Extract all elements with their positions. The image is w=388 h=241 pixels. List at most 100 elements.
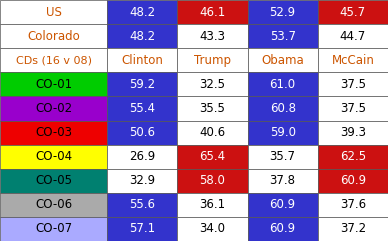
Bar	[107, 48, 177, 72]
Bar	[318, 48, 388, 72]
Text: CDs (16 v 08): CDs (16 v 08)	[16, 55, 92, 65]
Text: 59.2: 59.2	[129, 78, 155, 91]
Text: 48.2: 48.2	[129, 6, 155, 19]
Text: CO-07: CO-07	[35, 222, 72, 235]
Text: 60.8: 60.8	[270, 102, 296, 115]
Bar	[177, 24, 248, 48]
Text: McCain: McCain	[331, 54, 374, 67]
Bar	[177, 217, 248, 241]
Text: 37.5: 37.5	[340, 102, 366, 115]
Bar	[318, 145, 388, 169]
Bar	[0, 217, 107, 241]
Bar	[318, 217, 388, 241]
Bar	[318, 169, 388, 193]
Text: 35.5: 35.5	[199, 102, 225, 115]
Text: 55.6: 55.6	[129, 198, 155, 211]
Text: 43.3: 43.3	[199, 30, 225, 43]
Bar	[177, 0, 248, 24]
Text: 58.0: 58.0	[199, 174, 225, 187]
Text: 55.4: 55.4	[129, 102, 155, 115]
Bar	[0, 24, 107, 48]
Text: Clinton: Clinton	[121, 54, 163, 67]
Bar	[107, 169, 177, 193]
Bar	[177, 145, 248, 169]
Text: 52.9: 52.9	[270, 6, 296, 19]
Bar	[107, 0, 177, 24]
Bar	[318, 72, 388, 96]
Text: 50.6: 50.6	[129, 126, 155, 139]
Bar	[318, 120, 388, 145]
Text: 32.9: 32.9	[129, 174, 155, 187]
Bar	[0, 48, 107, 72]
Text: 34.0: 34.0	[199, 222, 225, 235]
Text: CO-02: CO-02	[35, 102, 72, 115]
Text: 37.6: 37.6	[340, 198, 366, 211]
Text: 62.5: 62.5	[340, 150, 366, 163]
Text: 37.8: 37.8	[270, 174, 296, 187]
Text: 61.0: 61.0	[270, 78, 296, 91]
Bar	[248, 24, 318, 48]
Bar	[318, 193, 388, 217]
Text: 59.0: 59.0	[270, 126, 296, 139]
Text: CO-04: CO-04	[35, 150, 72, 163]
Bar	[318, 24, 388, 48]
Bar	[107, 193, 177, 217]
Bar	[0, 193, 107, 217]
Bar	[107, 217, 177, 241]
Text: 57.1: 57.1	[129, 222, 155, 235]
Text: CO-06: CO-06	[35, 198, 72, 211]
Text: 35.7: 35.7	[270, 150, 296, 163]
Text: CO-03: CO-03	[35, 126, 72, 139]
Bar	[177, 120, 248, 145]
Bar	[0, 0, 107, 24]
Text: 46.1: 46.1	[199, 6, 225, 19]
Text: Trump: Trump	[194, 54, 231, 67]
Text: 53.7: 53.7	[270, 30, 296, 43]
Text: CO-01: CO-01	[35, 78, 72, 91]
Bar	[248, 48, 318, 72]
Text: CO-05: CO-05	[35, 174, 72, 187]
Bar	[248, 193, 318, 217]
Bar	[0, 96, 107, 120]
Bar	[107, 120, 177, 145]
Bar	[248, 217, 318, 241]
Text: 60.9: 60.9	[270, 198, 296, 211]
Text: 45.7: 45.7	[340, 6, 366, 19]
Bar	[107, 24, 177, 48]
Bar	[0, 120, 107, 145]
Bar	[177, 169, 248, 193]
Text: 36.1: 36.1	[199, 198, 225, 211]
Text: 40.6: 40.6	[199, 126, 225, 139]
Text: 32.5: 32.5	[199, 78, 225, 91]
Text: 44.7: 44.7	[340, 30, 366, 43]
Text: 60.9: 60.9	[340, 174, 366, 187]
Bar	[248, 96, 318, 120]
Text: US: US	[46, 6, 61, 19]
Bar	[177, 193, 248, 217]
Bar	[318, 0, 388, 24]
Bar	[248, 169, 318, 193]
Text: 48.2: 48.2	[129, 30, 155, 43]
Text: Colorado: Colorado	[27, 30, 80, 43]
Text: 65.4: 65.4	[199, 150, 225, 163]
Bar	[248, 145, 318, 169]
Bar	[107, 145, 177, 169]
Bar	[0, 72, 107, 96]
Text: 60.9: 60.9	[270, 222, 296, 235]
Bar	[177, 96, 248, 120]
Bar	[248, 0, 318, 24]
Text: 39.3: 39.3	[340, 126, 366, 139]
Text: 37.5: 37.5	[340, 78, 366, 91]
Bar	[107, 72, 177, 96]
Bar	[107, 96, 177, 120]
Text: 26.9: 26.9	[129, 150, 155, 163]
Bar	[0, 145, 107, 169]
Bar	[177, 48, 248, 72]
Bar	[177, 72, 248, 96]
Bar	[248, 72, 318, 96]
Bar	[248, 120, 318, 145]
Text: Obama: Obama	[261, 54, 304, 67]
Bar	[0, 169, 107, 193]
Bar	[318, 96, 388, 120]
Text: 37.2: 37.2	[340, 222, 366, 235]
